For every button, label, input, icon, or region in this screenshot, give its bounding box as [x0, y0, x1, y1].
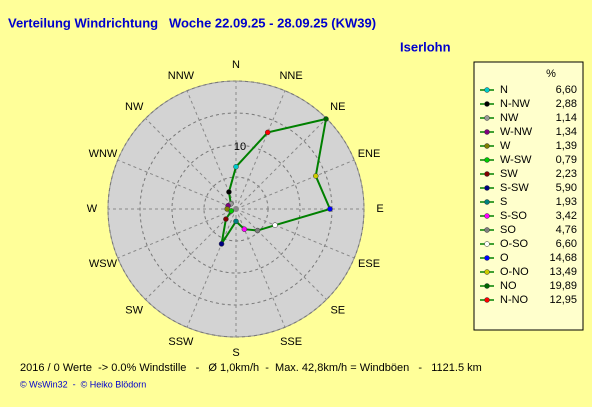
grid-ring [171, 144, 301, 274]
legend-marker [484, 297, 490, 303]
direction-label: WNW [89, 148, 118, 160]
direction-label: SE [330, 305, 345, 317]
legend-marker [484, 143, 490, 149]
legend-unit: % [546, 68, 556, 80]
legend-value: 6,60 [556, 84, 577, 96]
legend-label: O-SO [500, 238, 529, 250]
data-point [228, 208, 235, 214]
direction-label: NNW [168, 70, 195, 82]
legend-label: S-SW [500, 182, 529, 194]
legend-label: W-NW [500, 126, 533, 138]
direction-label: ESE [358, 258, 380, 270]
legend-label: SW [500, 168, 518, 180]
legend-marker [484, 255, 490, 261]
legend-label: SO [500, 224, 516, 236]
direction-label: SW [125, 305, 143, 317]
legend-label: O-NO [500, 266, 529, 278]
data-point [272, 222, 278, 228]
legend-label: O [500, 252, 509, 264]
data-point [233, 164, 239, 170]
legend-marker [484, 101, 490, 107]
legend-marker [484, 199, 490, 205]
direction-label: WSW [89, 258, 118, 270]
direction-label: S [232, 347, 239, 359]
credit: © WsWin32 - © Heiko Blödorn [20, 379, 146, 389]
direction-label: ENE [358, 148, 381, 160]
legend-value: 1,39 [556, 140, 577, 152]
legend-value: 5,90 [556, 182, 577, 194]
legend-value: 2,23 [556, 168, 577, 180]
legend-label: N [500, 84, 508, 96]
footer: 2016 / 0 Werte -> 0.0% Windstille - Ø 1,… [20, 362, 482, 374]
legend-label: W [500, 140, 511, 152]
legend-label: N-NO [500, 294, 529, 306]
legend-label: NW [500, 112, 519, 124]
direction-label: SSW [168, 336, 194, 348]
data-point [241, 226, 248, 232]
legend-value: 1,14 [556, 112, 577, 124]
legend-marker [484, 87, 490, 93]
legend-marker [484, 213, 490, 219]
chart-subtitle: Iserlohn [400, 39, 451, 54]
direction-label: W [87, 203, 98, 215]
legend-value: 2,88 [556, 98, 577, 110]
legend-marker [484, 227, 490, 233]
legend-value: 14,68 [549, 252, 577, 264]
legend-label: S [500, 196, 507, 208]
legend-value: 19,89 [549, 280, 577, 292]
legend-label: NO [500, 280, 517, 292]
legend-value: 0,79 [556, 154, 577, 166]
direction-label: NW [125, 101, 144, 113]
legend-marker [484, 269, 490, 275]
data-point [233, 218, 239, 225]
legend-marker [484, 157, 490, 163]
legend-value: 13,49 [549, 266, 577, 278]
data-point [218, 241, 225, 247]
legend-marker [484, 283, 490, 289]
legend-value: 12,95 [549, 294, 577, 306]
legend-label: W-SW [500, 154, 532, 166]
data-point [223, 216, 229, 222]
direction-label: NE [330, 101, 345, 113]
legend-label: N-NW [500, 98, 531, 110]
data-point [226, 189, 232, 195]
r-tick-label: 10 [234, 141, 246, 153]
data-point [264, 129, 271, 136]
chart-title: Verteilung Windrichtung Woche 22.09.25 -… [8, 15, 376, 30]
legend-marker [484, 241, 490, 247]
legend-value: 3,42 [556, 210, 577, 222]
legend-value: 1,34 [556, 126, 577, 138]
data-point [327, 206, 333, 212]
legend-marker [484, 185, 490, 191]
legend-value: 4,76 [556, 224, 577, 236]
data-point [323, 116, 329, 122]
legend-marker [484, 129, 490, 135]
data-point [313, 173, 319, 179]
data-point [254, 227, 261, 234]
legend-marker [484, 115, 490, 121]
legend-value: 6,60 [556, 238, 577, 250]
legend-value: 1,93 [556, 196, 577, 208]
legend-label: S-SO [500, 210, 527, 222]
legend-marker [484, 171, 490, 177]
direction-label: SSE [280, 336, 302, 348]
direction-label: N [232, 59, 240, 71]
direction-label: NNE [279, 70, 302, 82]
direction-label: E [376, 203, 383, 215]
